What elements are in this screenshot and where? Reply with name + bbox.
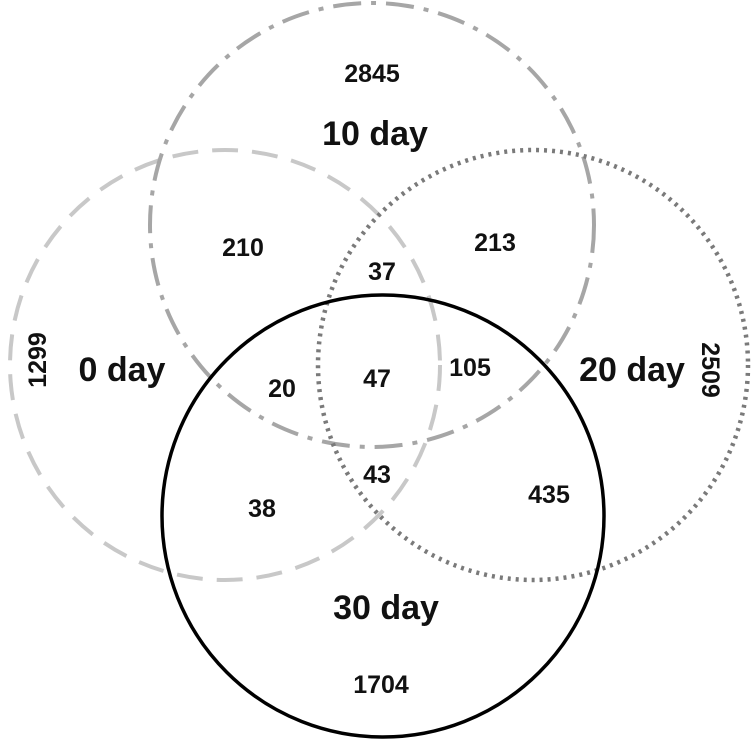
label-0-day: 0 day [79,351,166,389]
count-only-20-day: 2509 [696,342,724,398]
label-30-day: 30 day [333,589,439,627]
circle-20-day [315,147,751,583]
label-20-day: 20 day [579,351,685,389]
count-10-20-30-day: 105 [449,354,491,382]
count-0-10-20-day: 37 [368,258,396,286]
circle-30-day [160,293,606,739]
count-all-four: 47 [363,365,391,393]
label-10-day: 10 day [322,115,428,153]
count-only-30-day: 1704 [353,671,409,699]
count-20-30-day: 435 [528,481,570,509]
count-10-20-day: 213 [474,229,516,257]
count-only-10-day: 2845 [344,60,400,88]
count-0-20-30-day: 43 [363,461,391,489]
circle-10-day [148,1,596,449]
circle-0-day [8,148,442,582]
count-0-10-30-day: 20 [268,375,296,403]
count-0-30-day: 38 [248,495,276,523]
count-0-10-day: 210 [222,234,264,262]
count-only-0-day: 1299 [24,332,52,388]
